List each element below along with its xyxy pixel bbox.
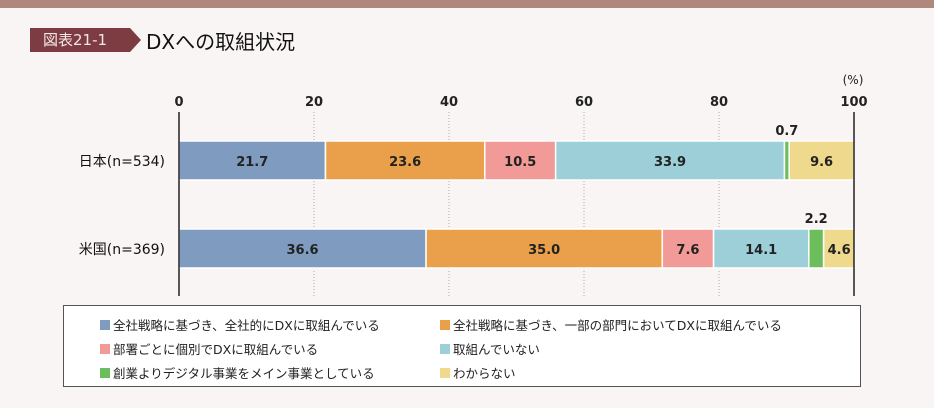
bar-segment bbox=[324, 140, 486, 181]
legend-swatch bbox=[440, 367, 450, 378]
x-tick-label: 0 bbox=[174, 95, 183, 110]
legend-swatch bbox=[100, 319, 110, 330]
legend: 全社戦略に基づき、全社的にDXに取組んでいる 全社戦略に基づき、一部の部門において… bbox=[63, 305, 861, 387]
legend-item: 取組んでいない bbox=[440, 339, 540, 358]
chart-title: DXへの取組状況 bbox=[146, 30, 296, 54]
data-label: 23.6 bbox=[389, 155, 421, 170]
data-label: 2.2 bbox=[805, 212, 828, 227]
x-tick-label: 100 bbox=[840, 95, 867, 110]
chart: (%) 0 20 40 60 80 100 日本(n=534) 21.7 23.6 10.5 33.9… bbox=[79, 73, 868, 296]
data-label: 9.6 bbox=[810, 155, 833, 170]
x-tick-label: 80 bbox=[710, 95, 728, 110]
legend-label: 創業よりデジタル事業をメイン事業としている bbox=[113, 366, 375, 381]
x-tick-label: 40 bbox=[440, 95, 458, 110]
legend-label: 部署ごとに個別でDXに取組んでいる bbox=[113, 342, 319, 357]
legend-swatch bbox=[440, 319, 450, 330]
x-tick-label: 20 bbox=[305, 95, 323, 110]
legend-swatch bbox=[100, 367, 110, 378]
figure-badge: 図表21-1 bbox=[30, 28, 130, 52]
category-label: 日本(n=534) bbox=[79, 154, 165, 170]
legend-label: 取組んでいない bbox=[453, 342, 540, 357]
data-label: 10.5 bbox=[504, 155, 536, 170]
legend-item: 創業よりデジタル事業をメイン事業としている bbox=[100, 363, 375, 382]
legend-swatch bbox=[100, 343, 110, 354]
badge-arrow bbox=[130, 28, 141, 52]
bar-segment bbox=[178, 140, 327, 181]
data-label: 14.1 bbox=[745, 243, 777, 258]
legend-item: 全社戦略に基づき、一部の部門においてDXに取組んでいる bbox=[440, 315, 782, 334]
legend-label: わからない bbox=[453, 366, 516, 381]
bar-segment bbox=[808, 228, 825, 269]
legend-item: 全社戦略に基づき、全社的にDXに取組んでいる bbox=[100, 315, 380, 334]
bar-segment bbox=[822, 228, 856, 269]
data-label: 4.6 bbox=[828, 243, 851, 258]
x-tick-label: 60 bbox=[575, 95, 593, 110]
bar-segment bbox=[554, 140, 786, 181]
bar-segment bbox=[425, 228, 664, 269]
legend-item: 部署ごとに個別でDXに取組んでいる bbox=[100, 339, 318, 358]
data-label: 21.7 bbox=[236, 155, 268, 170]
legend-label: 全社戦略に基づき、一部の部門においてDXに取組んでいる bbox=[453, 318, 782, 333]
legend-label: 全社戦略に基づき、全社的にDXに取組んでいる bbox=[113, 318, 380, 333]
bar-segment bbox=[661, 228, 715, 269]
legend-item: わからない bbox=[440, 363, 516, 382]
data-label: 7.6 bbox=[676, 243, 699, 258]
data-label: 36.6 bbox=[286, 243, 318, 258]
unit-label: (%) bbox=[843, 73, 864, 87]
data-label: 33.9 bbox=[654, 155, 686, 170]
data-label: 0.7 bbox=[775, 124, 798, 139]
bar-segment bbox=[712, 228, 810, 269]
category-label: 米国(n=369) bbox=[79, 242, 165, 258]
legend-swatch bbox=[440, 343, 450, 354]
data-label: 35.0 bbox=[528, 243, 560, 258]
top-band bbox=[0, 0, 934, 8]
